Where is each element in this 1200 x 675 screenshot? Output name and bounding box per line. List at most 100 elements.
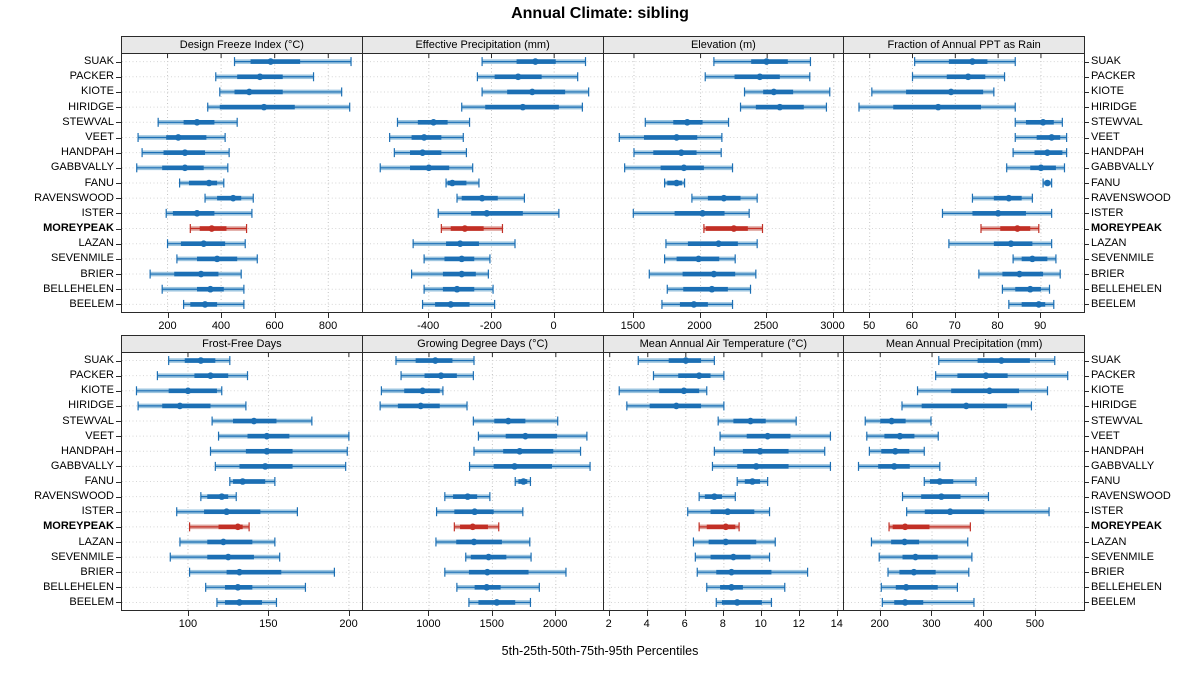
- median-dot: [236, 568, 243, 576]
- tick-label: 1000: [416, 618, 441, 630]
- site-label-left-ister: ISTER: [81, 505, 114, 518]
- bottom-tick: [328, 313, 330, 318]
- site-label-right-veet: VEET: [1091, 429, 1120, 442]
- median-dot: [710, 493, 718, 500]
- median-dot: [963, 402, 970, 410]
- band-25-75: [218, 524, 243, 530]
- y-tick-left: [116, 122, 121, 124]
- site-label-right-fanu: FANU: [1091, 176, 1121, 189]
- bottom-tick: [1034, 611, 1036, 616]
- percentile-glyph-packer: [844, 371, 1084, 381]
- percentile-glyph-gabbvally: [122, 163, 362, 173]
- site-label-left-lazan: LAZAN: [78, 535, 114, 548]
- median-dot: [1037, 164, 1045, 172]
- site-label-right-fanu: FANU: [1091, 475, 1121, 487]
- median-dot: [250, 417, 258, 425]
- median-dot: [483, 210, 490, 217]
- median-dot: [1014, 225, 1021, 232]
- site-label-left-kiote: KIOTE: [80, 384, 114, 397]
- y-tick-left: [116, 61, 121, 63]
- band-25-75: [652, 150, 697, 155]
- band-25-75: [468, 569, 529, 575]
- tick-label: 800: [318, 320, 338, 332]
- tick-label: 300: [922, 618, 941, 630]
- band-25-75: [505, 433, 557, 439]
- median-dot: [756, 73, 763, 81]
- median-dot: [721, 538, 729, 546]
- median-dot: [672, 134, 680, 141]
- median-dot: [213, 255, 221, 263]
- site-label-right-lazan: LAZAN: [1091, 535, 1127, 548]
- median-dot: [1044, 149, 1051, 156]
- median-dot: [234, 523, 242, 531]
- percentile-glyph-beelem: [362, 597, 603, 607]
- y-tick-right: [1084, 511, 1089, 513]
- band-25-75: [706, 524, 735, 530]
- median-dot: [461, 225, 468, 232]
- site-label-left-fanu: FANU: [84, 176, 114, 189]
- tick-label: 1500: [479, 618, 505, 630]
- panel-strip-frost-free-days: Frost-Free Days: [122, 336, 362, 352]
- tick-label: 600: [265, 320, 284, 332]
- percentile-glyph-ister: [844, 208, 1084, 218]
- percentile-glyph-stewval: [362, 117, 603, 127]
- median-dot: [1005, 194, 1013, 202]
- percentile-glyph-veet: [844, 431, 1084, 441]
- percentile-glyph-ister: [122, 208, 362, 218]
- median-dot: [720, 194, 727, 202]
- band-25-75: [188, 180, 218, 186]
- median-dot: [234, 584, 242, 591]
- site-label-left-suak: SUAK: [84, 354, 114, 367]
- median-dot: [197, 270, 205, 278]
- percentile-glyph-sevenmile: [362, 552, 603, 562]
- panel-plot: [602, 353, 844, 610]
- percentile-glyph-lazan: [844, 239, 1084, 249]
- median-dot: [672, 179, 680, 187]
- percentile-glyph-stewval: [603, 416, 844, 426]
- panel-canvas: [122, 54, 362, 312]
- percentile-glyph-beelem: [122, 299, 362, 309]
- median-dot: [947, 88, 955, 96]
- bottom-tick: [983, 611, 985, 616]
- site-label-right-stewval: STEWVAL: [1091, 115, 1143, 128]
- percentile-glyph-moreypeak: [844, 522, 1084, 532]
- band-25-75: [949, 59, 988, 64]
- median-dot: [519, 103, 526, 111]
- band-25-75: [710, 509, 754, 515]
- median-dot: [938, 493, 945, 500]
- site-label-right-moreypeak: MOREYPEAK: [1091, 520, 1162, 533]
- percentile-glyph-fanu: [362, 178, 603, 188]
- percentile-glyph-stewval: [844, 416, 1084, 426]
- y-tick-left: [116, 167, 121, 169]
- percentile-glyph-gabbvally: [122, 461, 362, 471]
- site-label-left-gabbvally: GABBVALLY: [50, 161, 114, 174]
- site-label-right-bellehelen: BELLEHELEN: [1091, 580, 1162, 593]
- median-dot: [419, 387, 426, 395]
- tick-label: 80: [991, 320, 1004, 332]
- median-dot: [1016, 270, 1024, 278]
- y-tick-left: [116, 213, 121, 215]
- tick-label: -400: [417, 320, 440, 332]
- y-tick-left: [116, 390, 121, 392]
- percentile-glyph-handpah: [603, 446, 844, 456]
- median-dot: [483, 568, 491, 576]
- bottom-tick: [798, 611, 800, 616]
- band-25-75: [951, 388, 1020, 394]
- percentile-glyph-packer: [362, 72, 603, 82]
- y-tick-left: [116, 91, 121, 93]
- site-label-left-veet: VEET: [85, 131, 114, 143]
- band-25-75: [892, 524, 930, 530]
- percentile-glyph-suak: [844, 57, 1084, 67]
- percentile-glyph-brier: [122, 567, 362, 577]
- percentile-glyph-suak: [844, 356, 1084, 366]
- median-dot: [896, 432, 904, 440]
- percentile-glyph-handpah: [844, 148, 1084, 158]
- median-dot: [947, 508, 954, 516]
- percentile-glyph-bellehelen: [362, 582, 603, 592]
- y-tick-right: [1084, 183, 1089, 184]
- percentile-glyph-packer: [122, 72, 362, 82]
- percentile-glyph-handpah: [122, 148, 362, 158]
- y-tick-left: [116, 526, 121, 528]
- band-25-75: [682, 286, 728, 292]
